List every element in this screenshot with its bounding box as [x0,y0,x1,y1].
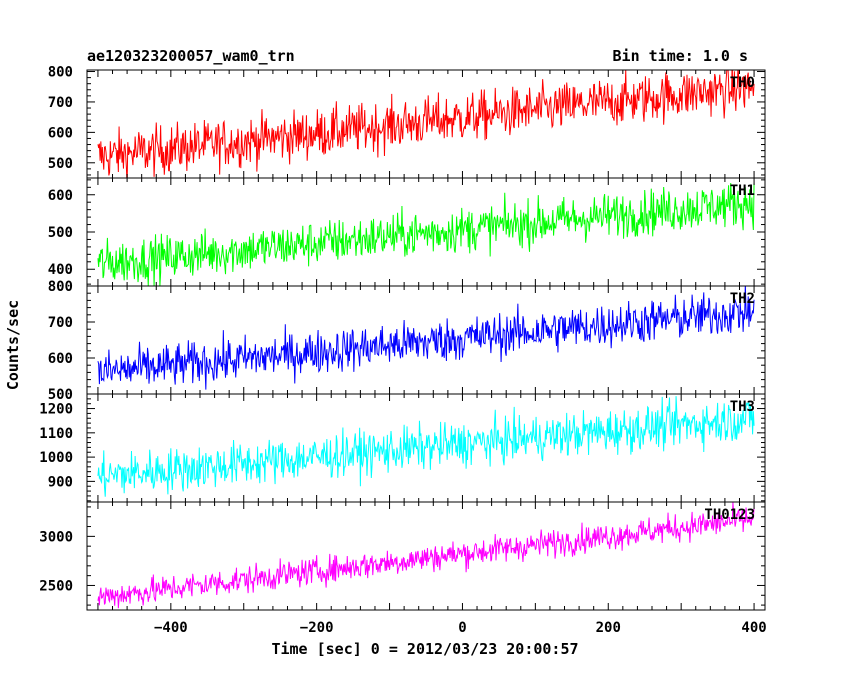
y-tick-label: 800 [48,279,73,295]
panel-label-th3: TH3 [730,399,755,415]
y-tick-label: 2500 [39,578,73,594]
x-tick-label: −200 [300,620,334,636]
panel-th0123: 2500 3000 TH0123 [39,501,766,611]
x-tick-label: 400 [741,620,766,636]
y-tick-label: 500 [48,156,73,172]
series-line-th1 [97,182,755,286]
y-tick-label: 600 [48,125,73,141]
panel-th3: 900 1000 1100 1200 TH3 [39,393,766,503]
x-tick-label: 200 [596,620,621,636]
y-tick-label: 1000 [39,450,73,466]
panel-th2: 500 600 700 800 TH2 [48,279,766,403]
y-tick-label: 3000 [39,529,73,545]
x-axis-label: Time [sec] 0 = 2012/03/23 20:00:57 [271,640,578,658]
panel-th0: 500 600 700 800 TH0 [48,65,766,179]
y-tick-label: 600 [48,351,73,367]
series-line-th3 [97,396,755,497]
panel-label-th0123: TH0123 [704,507,755,523]
panels: 500 600 700 800 TH0 400 500 600 TH1 500 600 700 800 T… [39,65,766,611]
x-tick-label: −400 [154,620,188,636]
y-tick-label: 400 [48,262,73,278]
y-tick-label: 1200 [39,402,73,418]
panel-label-th2: TH2 [730,291,755,307]
y-axis-label: Counts/sec [4,300,22,390]
panel-th1: 400 500 600 TH1 [48,177,766,287]
y-tick-label: 1100 [39,426,73,442]
y-tick-label: 800 [48,65,73,81]
chart-title-right: Bin time: 1.0 s [613,47,748,65]
series-line-th2 [97,286,755,390]
y-tick-label: 600 [48,188,73,204]
chart-title-left: ae120323200057_wam0_trn [87,47,295,65]
y-tick-label: 500 [48,387,73,403]
y-tick-label: 500 [48,225,73,241]
panel-label-th0: TH0 [730,75,755,91]
panel-label-th1: TH1 [730,183,755,199]
y-tick-label: 700 [48,315,73,331]
series-line-th0 [97,70,755,178]
series-line-th0123 [97,502,755,609]
y-tick-label: 900 [48,474,73,490]
x-axis: −400 −200 0 200 400 [154,620,767,636]
x-tick-label: 0 [458,620,466,636]
y-tick-label: 700 [48,95,73,111]
